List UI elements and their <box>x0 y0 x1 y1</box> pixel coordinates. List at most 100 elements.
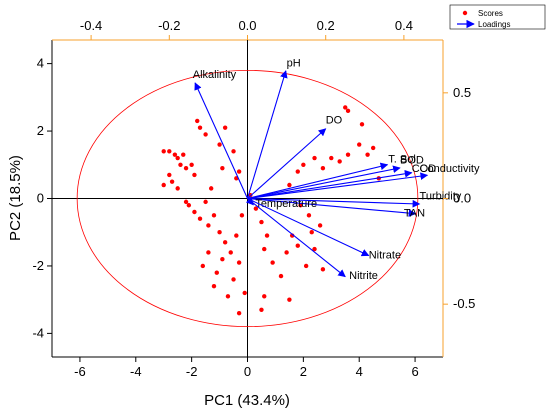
score-point <box>183 165 189 171</box>
right-tick-label: 0.0 <box>453 191 471 206</box>
x-tick-label: 0 <box>244 364 251 379</box>
loading-label: Nitrite <box>349 270 378 282</box>
loading-arrow <box>247 169 413 200</box>
loading-label: COD <box>412 163 437 175</box>
score-point <box>222 240 228 245</box>
legend-scores-label: Scores <box>478 9 503 18</box>
score-point <box>208 186 214 191</box>
score-point <box>317 223 323 228</box>
loading-arrow <box>247 198 370 257</box>
top-tick-label: -0.2 <box>158 18 180 33</box>
score-point <box>359 122 365 127</box>
score-point <box>172 152 178 157</box>
score-point <box>337 159 342 164</box>
score-point <box>309 230 314 235</box>
score-point <box>365 152 370 157</box>
score-point <box>183 199 189 205</box>
loading-arrow <box>194 82 249 199</box>
loading-label: Conductivity <box>420 163 480 175</box>
score-point <box>259 219 264 225</box>
x-tick-label: -2 <box>186 364 198 379</box>
score-point <box>231 149 236 154</box>
score-point <box>234 233 239 238</box>
score-point <box>228 250 233 255</box>
y-tick-label: -4 <box>32 325 44 340</box>
loading-arrow <box>247 162 389 200</box>
y-tick-label: 4 <box>37 56 44 71</box>
score-point <box>370 145 376 151</box>
x-tick-label: 4 <box>356 364 363 379</box>
loading-arrow <box>247 172 429 200</box>
score-point <box>161 182 166 188</box>
score-point <box>211 283 217 289</box>
score-point <box>312 155 317 161</box>
score-point <box>203 132 208 137</box>
y-axis-title: PC2 (18.5%) <box>7 155 24 241</box>
score-point <box>206 250 211 255</box>
score-point <box>262 294 267 299</box>
score-point <box>186 203 192 208</box>
score-point <box>195 118 200 124</box>
score-point <box>197 125 203 130</box>
score-point <box>189 162 194 167</box>
score-point <box>211 213 217 218</box>
legend-box <box>449 4 546 30</box>
legend-loadings-label: Loadings <box>478 20 510 29</box>
loading-arrow <box>247 165 401 200</box>
score-point <box>181 152 186 157</box>
score-point <box>192 209 197 215</box>
loading-label: pH <box>287 57 301 69</box>
right-tick-label: -0.5 <box>453 296 475 311</box>
score-point <box>312 246 317 252</box>
score-point <box>220 257 225 262</box>
score-point <box>320 267 326 272</box>
score-point <box>239 213 245 218</box>
x-tick-label: 2 <box>300 364 307 379</box>
score-point <box>345 108 351 114</box>
x-tick-label: -6 <box>74 364 86 379</box>
score-point <box>345 152 351 157</box>
score-point <box>178 162 183 167</box>
score-point <box>298 203 303 208</box>
legend-scores-marker <box>462 10 468 16</box>
top-tick-label: -0.4 <box>80 18 102 33</box>
score-point <box>200 263 206 269</box>
score-point <box>270 260 275 265</box>
score-point <box>167 149 172 154</box>
loading-arrow <box>247 198 346 278</box>
score-point <box>214 270 219 275</box>
score-point <box>236 260 242 265</box>
loading-label: BOD <box>400 155 424 167</box>
score-point <box>197 216 203 221</box>
score-point <box>303 263 309 269</box>
score-point <box>217 230 222 235</box>
score-point <box>225 294 231 299</box>
loading-label: DO <box>326 114 343 126</box>
score-point <box>287 297 292 302</box>
score-point <box>203 199 208 205</box>
score-point <box>167 172 172 178</box>
loading-label: Nitrate <box>369 250 401 262</box>
score-point <box>259 307 264 312</box>
y-tick-label: 2 <box>37 123 44 138</box>
score-point <box>169 179 175 184</box>
score-point <box>175 186 180 191</box>
score-point <box>329 155 334 161</box>
score-point <box>220 165 225 171</box>
y-tick-label: -2 <box>32 258 44 273</box>
score-point <box>217 142 222 147</box>
y-tick-label: 0 <box>37 191 44 206</box>
score-point <box>278 273 284 279</box>
score-point <box>343 105 348 110</box>
top-tick-label: 0.4 <box>395 18 413 33</box>
loading-label: TAN <box>404 207 425 219</box>
x-axis-title: PC1 (43.4%) <box>204 392 290 409</box>
top-tick-label: 0.2 <box>317 18 335 33</box>
x-tick-label: -4 <box>130 364 142 379</box>
loading-arrow <box>247 197 421 208</box>
score-point <box>192 172 197 178</box>
loading-label: Alkalinity <box>193 69 237 81</box>
loading-label: T. Sol <box>388 154 416 166</box>
score-point <box>161 149 166 154</box>
